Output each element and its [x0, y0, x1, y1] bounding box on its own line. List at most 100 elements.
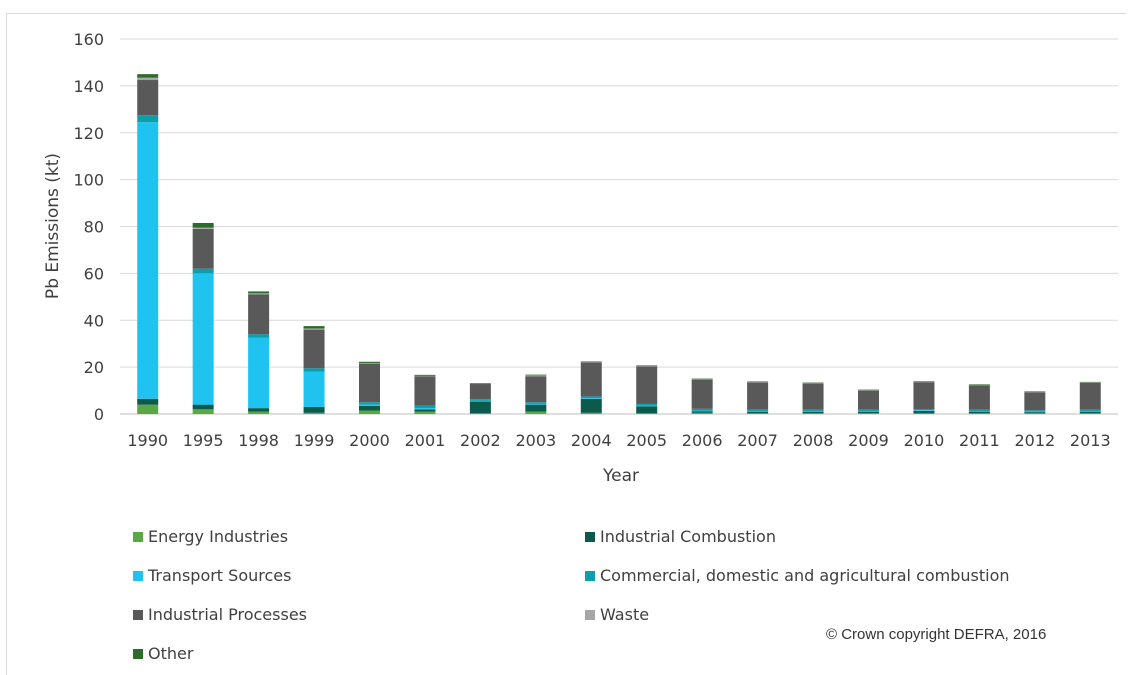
- bar-segment: [580, 398, 602, 399]
- bar-segment: [913, 382, 935, 410]
- x-tick-label: 2008: [793, 431, 834, 450]
- bar-segment: [303, 371, 325, 407]
- y-tick-label: 140: [73, 77, 104, 96]
- y-tick-label: 100: [73, 171, 104, 190]
- bar-segment: [913, 410, 935, 414]
- bar-segment: [636, 366, 658, 404]
- bar-segment: [248, 293, 270, 295]
- bar-segment: [858, 389, 879, 391]
- legend-swatch: [585, 609, 595, 620]
- x-tick-label: 2001: [405, 431, 446, 450]
- bar-segment: [1079, 382, 1101, 410]
- bar-segment: [414, 408, 436, 410]
- bar-segment: [747, 381, 769, 383]
- y-tick-label: 160: [73, 30, 104, 49]
- bar-segment: [1079, 411, 1101, 414]
- legend-label: Industrial Combustion: [600, 527, 776, 546]
- bar-segment: [414, 375, 436, 377]
- legend-label: Other: [148, 644, 194, 663]
- bar-segment: [525, 402, 547, 404]
- bar-segment: [359, 410, 380, 414]
- bar-segment: [580, 362, 602, 397]
- legend-swatch: [585, 570, 595, 581]
- bar-segment: [525, 375, 547, 377]
- legend-item-industrial-processes: Industrial Processes: [133, 605, 307, 624]
- copyright-notice: © Crown copyright DEFRA, 2016: [826, 626, 1047, 643]
- bar-segment: [525, 404, 547, 412]
- bar-segment: [858, 413, 879, 414]
- bar-segment: [192, 268, 214, 274]
- bar-segment: [469, 400, 491, 402]
- legend-swatch: [133, 531, 143, 542]
- bar-segment: [858, 390, 879, 410]
- bar-segment: [747, 409, 769, 411]
- bar-segment: [359, 405, 380, 411]
- bar-segment: [913, 381, 935, 382]
- x-tick-label: 2010: [904, 431, 945, 450]
- y-tick-label: 0: [94, 405, 104, 424]
- bar-segment: [691, 411, 713, 413]
- bar-segment: [691, 379, 713, 409]
- bar-segment: [858, 411, 879, 414]
- x-tick-label: 1998: [238, 431, 279, 450]
- bar-segment: [691, 410, 713, 412]
- bar-segment: [137, 404, 159, 414]
- bar-segment: [1024, 410, 1046, 412]
- bar-segment: [248, 411, 270, 414]
- bar-segment: [359, 402, 380, 405]
- bar-segment: [137, 122, 159, 399]
- bar-segment: [858, 410, 879, 412]
- bar-segment: [1079, 410, 1101, 412]
- legend-swatch: [133, 648, 143, 659]
- bar-segment: [414, 411, 436, 414]
- x-tick-label: 2003: [515, 431, 556, 450]
- bar-segment: [580, 361, 602, 362]
- bar-segment: [913, 410, 935, 411]
- bar-segment: [192, 404, 214, 410]
- bar-segment: [802, 382, 824, 384]
- bar-segment: [802, 411, 824, 414]
- bar-segment: [248, 291, 270, 294]
- bar-segment: [968, 384, 990, 386]
- bar-segment: [1024, 391, 1046, 393]
- bar-segment: [137, 77, 159, 81]
- bar-segment: [802, 383, 824, 384]
- y-axis-title: Pb Emissions (kt): [43, 153, 63, 299]
- bar-segment: [414, 405, 436, 409]
- y-tick-label: 20: [84, 358, 104, 377]
- bar-segment: [580, 398, 602, 413]
- legend-label: Commercial, domestic and agricultural co…: [600, 566, 1010, 585]
- legend-swatch: [133, 570, 143, 581]
- legend-label: Waste: [600, 605, 650, 624]
- chart-plot: 0 20 40 60 80 100 120 140 160 1990 1995 1998 1999 20…: [43, 30, 1118, 486]
- bar-segment: [691, 408, 713, 411]
- bar-segment: [525, 411, 547, 414]
- x-tick-label: 2000: [349, 431, 390, 450]
- bar-segment: [137, 398, 159, 405]
- bar-segment: [469, 383, 491, 384]
- legend-label: Industrial Processes: [148, 605, 307, 624]
- legend-label: Energy Industries: [148, 527, 289, 546]
- bar-segment: [1024, 411, 1046, 413]
- bar-segment: [1079, 382, 1101, 383]
- bar-segment: [359, 363, 380, 403]
- bar-segment: [858, 390, 879, 391]
- legend-item-commercial-combustion: Commercial, domestic and agricultural co…: [585, 566, 1010, 585]
- legend-swatch: [133, 609, 143, 620]
- bar-segment: [636, 405, 658, 407]
- bar-segment: [525, 374, 547, 376]
- bar-segment: [469, 384, 491, 400]
- bar-segment: [137, 115, 159, 123]
- bar-segment: [636, 413, 658, 414]
- bar-segment: [968, 409, 990, 411]
- bar-segment: [636, 406, 658, 414]
- x-tick-label: 2013: [1070, 431, 1111, 450]
- bar-segment: [691, 379, 713, 380]
- bar-segment: [303, 368, 325, 372]
- bar-segment: [636, 403, 658, 406]
- x-tick-label: 2004: [571, 431, 612, 450]
- bar-segment: [1024, 413, 1046, 414]
- bar-segment: [1024, 391, 1046, 392]
- bar-segment: [913, 381, 935, 383]
- bar-segment: [359, 404, 380, 406]
